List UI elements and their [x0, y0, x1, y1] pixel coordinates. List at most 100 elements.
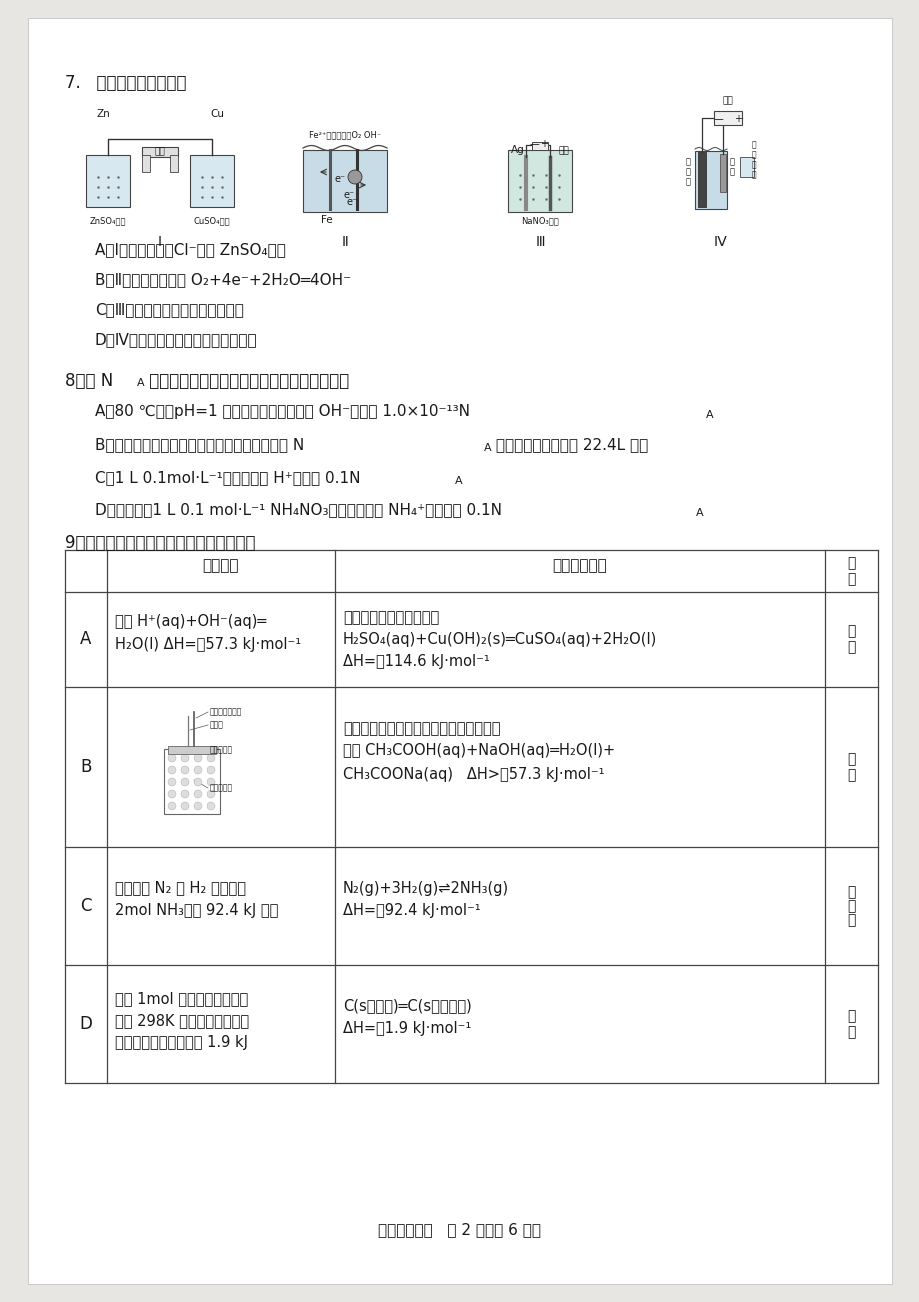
Text: —: — [712, 115, 722, 124]
Text: Cu: Cu [210, 109, 223, 118]
Circle shape [207, 802, 215, 810]
Circle shape [168, 766, 176, 773]
Circle shape [207, 754, 215, 762]
Circle shape [194, 766, 202, 773]
Bar [531, 142, 548, 150]
Text: C．1 L 0.1mol·L⁻¹醋酸溶液中 H⁺数目为 0.1N: C．1 L 0.1mol·L⁻¹醋酸溶液中 H⁺数目为 0.1N [95, 470, 360, 486]
Bar [694, 151, 726, 210]
Text: ΔH=－92.4 kJ·mol⁻¹: ΔH=－92.4 kJ·mol⁻¹ [343, 904, 480, 918]
Text: 别在 298K 下完全燃烧，金刚: 别在 298K 下完全燃烧，金刚 [115, 1013, 249, 1029]
Text: 碎泡沫塑料: 碎泡沫塑料 [210, 784, 233, 793]
Bar [85, 155, 130, 207]
Text: CH₃COONa(aq)   ΔH>－57.3 kJ·mol⁻¹: CH₃COONa(aq) ΔH>－57.3 kJ·mol⁻¹ [343, 767, 604, 783]
Text: C(s，石墨)═C(s，金刚石): C(s，石墨)═C(s，金刚石) [343, 999, 471, 1013]
Text: +: + [733, 115, 742, 124]
Bar [720, 154, 725, 191]
Text: A: A [483, 443, 491, 453]
Circle shape [194, 802, 202, 810]
Circle shape [207, 790, 215, 798]
Bar [164, 749, 220, 814]
Text: 价: 价 [846, 572, 855, 586]
Bar [302, 150, 387, 212]
Text: 确: 确 [846, 641, 855, 655]
Text: 评: 评 [846, 556, 855, 570]
Text: B．用石墨作电极电解饱和食盐水，若阴极得到 N: B．用石墨作电极电解饱和食盐水，若阴极得到 N [95, 437, 304, 452]
Text: H₂O(l) ΔH=－57.3 kJ·mol⁻¹: H₂O(l) ΔH=－57.3 kJ·mol⁻¹ [115, 637, 301, 652]
Text: 镀件: 镀件 [558, 146, 569, 155]
Bar [713, 111, 742, 125]
Text: 正: 正 [846, 753, 855, 766]
Circle shape [181, 754, 188, 762]
Text: N₂(g)+3H₂(g)⇌2NH₃(g): N₂(g)+3H₂(g)⇌2NH₃(g) [343, 880, 508, 896]
Text: 泡沫塑料板: 泡沫塑料板 [210, 746, 233, 754]
Text: A: A [455, 477, 462, 486]
Bar [170, 155, 177, 172]
Text: 反应 CH₃COOH(aq)+NaOH(aq)═H₂O(l)+: 反应 CH₃COOH(aq)+NaOH(aq)═H₂O(l)+ [343, 743, 615, 759]
Text: 9．下列有关热化学方程式的评价正确的是: 9．下列有关热化学方程式的评价正确的是 [65, 534, 255, 552]
Circle shape [347, 171, 361, 184]
Text: 确: 确 [846, 1025, 855, 1039]
Text: 极: 极 [751, 141, 755, 150]
Text: 温度计: 温度计 [210, 720, 223, 729]
Text: 该实验中用醋酸溶液代替盐酸与烧碱溶液: 该实验中用醋酸溶液代替盐酸与烧碱溶液 [343, 721, 500, 737]
Text: Ⅱ: Ⅱ [341, 234, 348, 249]
Text: A: A [137, 378, 144, 388]
Text: 7.   下列表述不正确的是: 7. 下列表述不正确的是 [65, 74, 187, 92]
Circle shape [168, 779, 176, 786]
Bar [190, 155, 233, 207]
Text: Ⅰ: Ⅰ [158, 234, 162, 249]
Text: D．常温下，1 L 0.1 mol·L⁻¹ NH₄NO₃溶液中含有的 NH₄⁺数目小于 0.1N: D．常温下，1 L 0.1 mol·L⁻¹ NH₄NO₃溶液中含有的 NH₄⁺数… [95, 503, 502, 517]
Text: 均为 1mol 的金刚石与石墨分: 均为 1mol 的金刚石与石墨分 [115, 992, 248, 1006]
Text: 门: 门 [685, 158, 690, 167]
Text: 盐桥: 盐桥 [154, 147, 165, 156]
Text: 电源: 电源 [721, 96, 732, 105]
Text: 正: 正 [846, 898, 855, 913]
Text: ZnSO₄溶液: ZnSO₄溶液 [90, 216, 126, 225]
Bar [168, 746, 216, 754]
Text: D: D [79, 1016, 92, 1032]
Text: CuSO₄溶液: CuSO₄溶液 [194, 216, 230, 225]
Text: 热化学方程式: 热化学方程式 [552, 559, 607, 573]
Circle shape [207, 766, 215, 773]
Text: ΔH=－114.6 kJ·mol⁻¹: ΔH=－114.6 kJ·mol⁻¹ [343, 654, 489, 669]
Text: ΔH=－1.9 kJ·mol⁻¹: ΔH=－1.9 kJ·mol⁻¹ [343, 1022, 471, 1036]
Text: 海: 海 [729, 168, 733, 177]
Text: Ⅲ: Ⅲ [535, 234, 544, 249]
Text: NaNO₃溶液: NaNO₃溶液 [520, 216, 558, 225]
Text: 一定量的 N₂ 与 H₂ 反应生成: 一定量的 N₂ 与 H₂ 反应生成 [115, 880, 245, 896]
Text: 实验事实: 实验事实 [202, 559, 239, 573]
Text: 高二化学试卷   第 2 页（共 6 页）: 高二化学试卷 第 2 页（共 6 页） [378, 1223, 541, 1237]
Text: 确: 确 [846, 913, 855, 927]
Text: +: + [539, 139, 548, 148]
Text: A: A [696, 508, 703, 518]
Text: 2mol NH₃放出 92.4 kJ 热量: 2mol NH₃放出 92.4 kJ 热量 [115, 904, 278, 918]
Text: B．Ⅱ中正极反应式为 O₂+4e⁻+2H₂O═4OH⁻: B．Ⅱ中正极反应式为 O₂+4e⁻+2H₂O═4OH⁻ [95, 272, 351, 286]
Text: 闸: 闸 [685, 168, 690, 177]
Text: 水: 水 [729, 158, 733, 167]
Text: 石放出的热量比石墨多 1.9 kJ: 石放出的热量比石墨多 1.9 kJ [115, 1035, 248, 1051]
Text: 环形玻璃搅拌棒: 环形玻璃搅拌棒 [210, 707, 242, 716]
Text: 惰: 惰 [751, 171, 755, 180]
Text: Zn: Zn [96, 109, 109, 118]
Text: 已知 H⁺(aq)+OH⁻(aq)═: 已知 H⁺(aq)+OH⁻(aq)═ [115, 615, 266, 629]
Text: A．80 ℃时，pH=1 的硫酸溶液中，含有的 OH⁻数目为 1.0×10⁻¹³N: A．80 ℃时，pH=1 的硫酸溶液中，含有的 OH⁻数目为 1.0×10⁻¹³… [95, 404, 470, 419]
Text: 将稀硫酸与氢氧化铜混合: 将稀硫酸与氢氧化铜混合 [343, 611, 438, 625]
Circle shape [168, 802, 176, 810]
Text: Fe²⁺电解质溶液O₂ OH⁻: Fe²⁺电解质溶液O₂ OH⁻ [309, 130, 380, 139]
Text: 确: 确 [846, 768, 855, 783]
Text: 电: 电 [751, 151, 755, 160]
Text: Ⅳ: Ⅳ [713, 234, 726, 249]
Bar [142, 147, 177, 158]
Circle shape [181, 766, 188, 773]
Text: 钢: 钢 [685, 177, 690, 186]
Text: e⁻: e⁻ [343, 190, 354, 201]
Text: Ag: Ag [511, 145, 525, 155]
Bar [507, 150, 572, 212]
Text: C: C [80, 897, 92, 915]
Text: 正: 正 [846, 625, 855, 638]
Text: 性: 性 [751, 160, 755, 169]
Circle shape [194, 754, 202, 762]
Text: B: B [80, 758, 92, 776]
Circle shape [194, 779, 202, 786]
Text: A: A [80, 630, 92, 648]
